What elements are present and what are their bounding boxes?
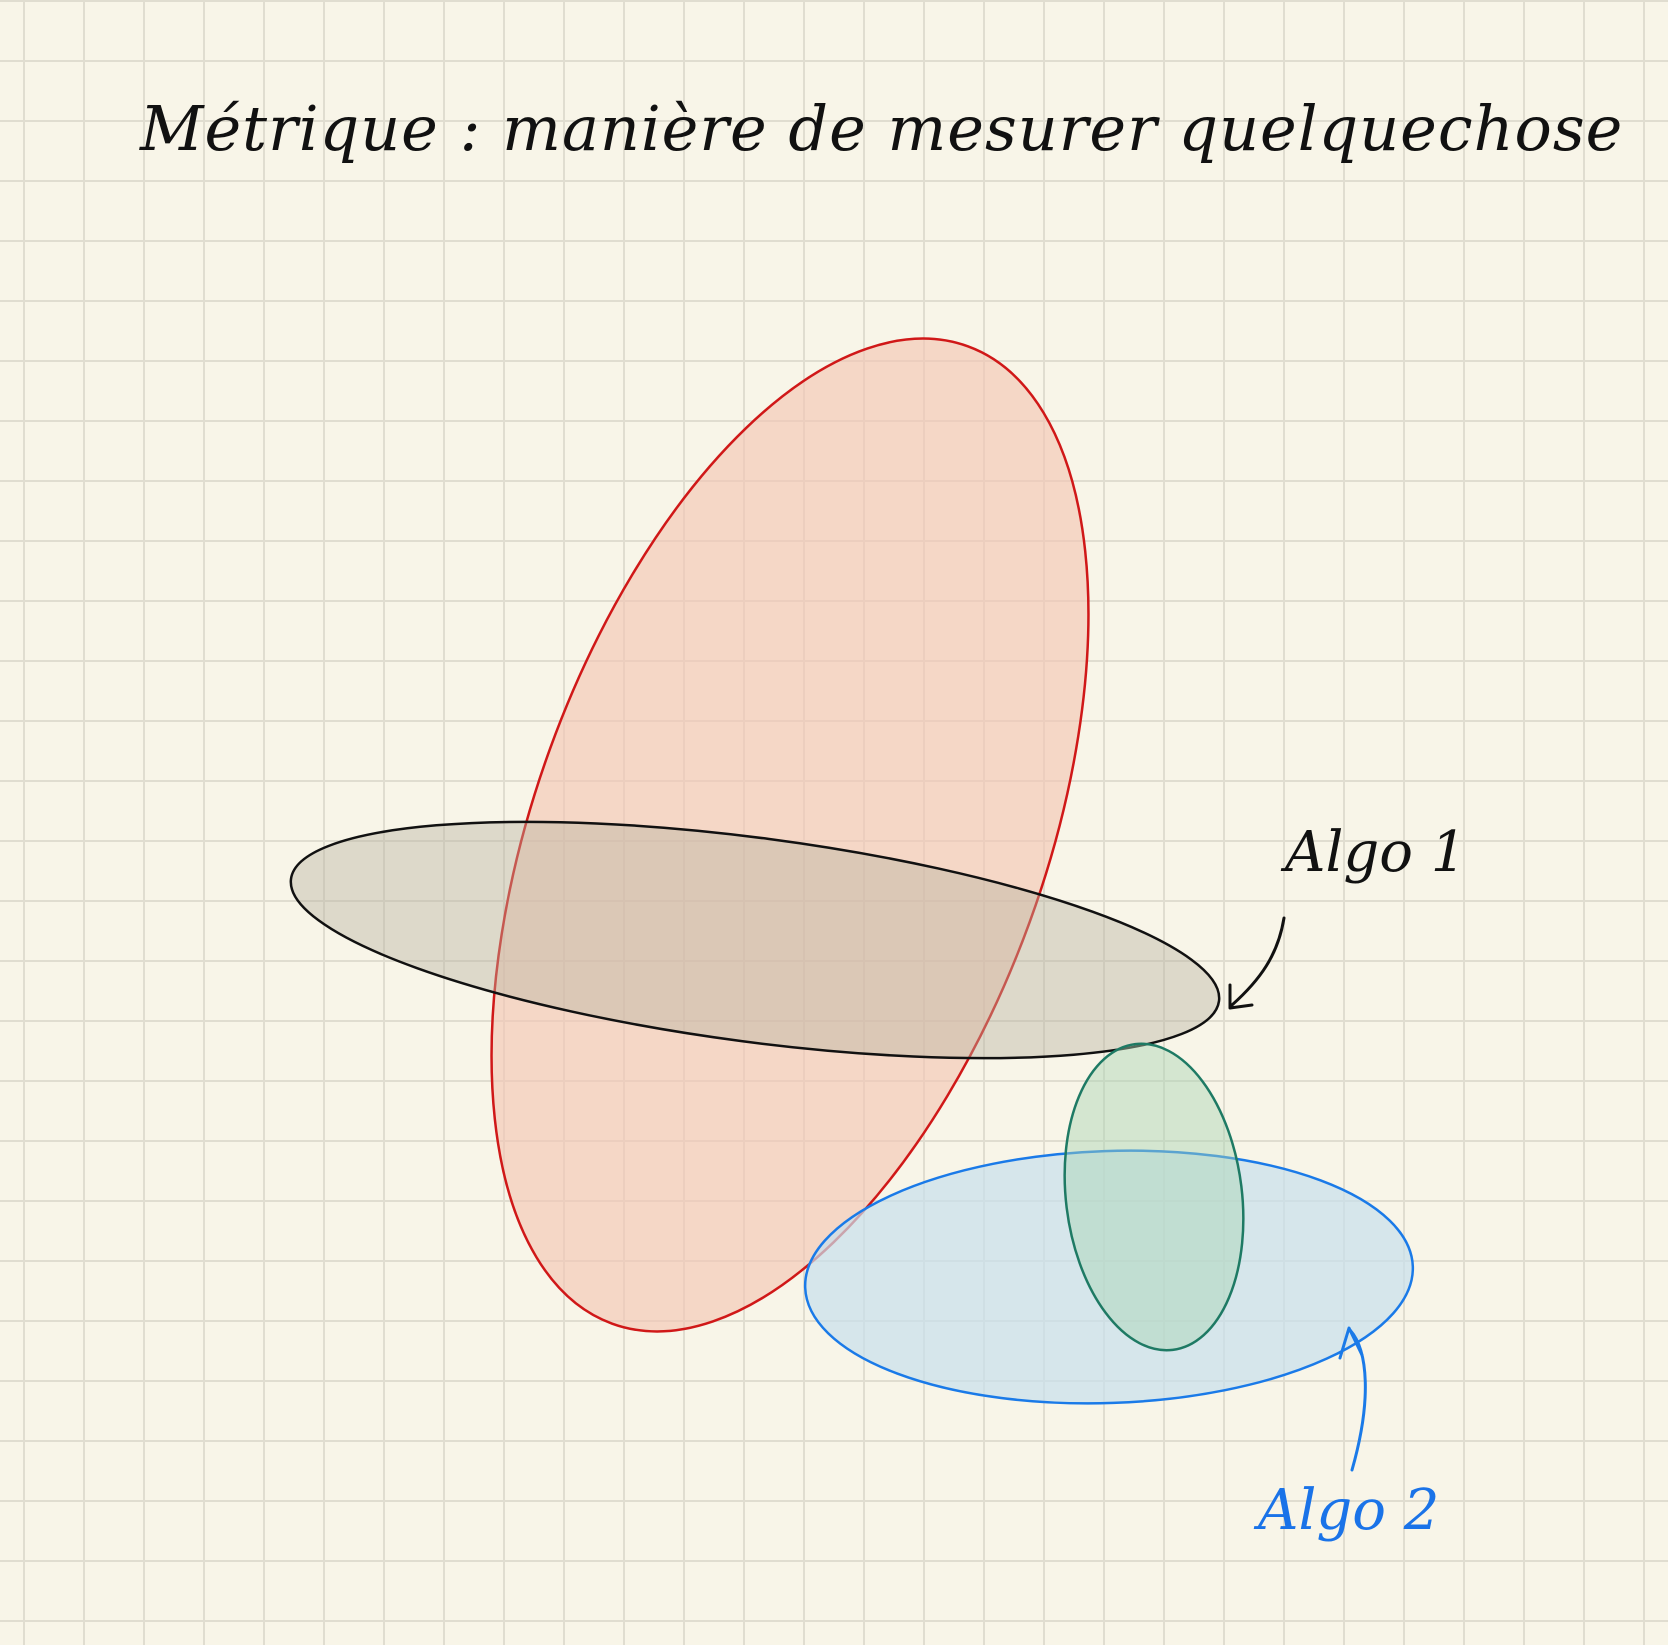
- blue-ellipse: [803, 1149, 1415, 1405]
- algo2-arrowhead: [1338, 1326, 1364, 1360]
- algo2-label: Algo 2: [1258, 1478, 1440, 1543]
- algo2-arrow: [1348, 1328, 1367, 1472]
- algo1-arrowhead: [1228, 983, 1254, 1010]
- red-ellipse: [490, 337, 1090, 1333]
- green-ellipse: [1063, 1042, 1245, 1352]
- gray-ellipse: [289, 820, 1221, 1060]
- algo1-label: Algo 1: [1285, 820, 1467, 885]
- algo1-arrow: [1230, 916, 1286, 1007]
